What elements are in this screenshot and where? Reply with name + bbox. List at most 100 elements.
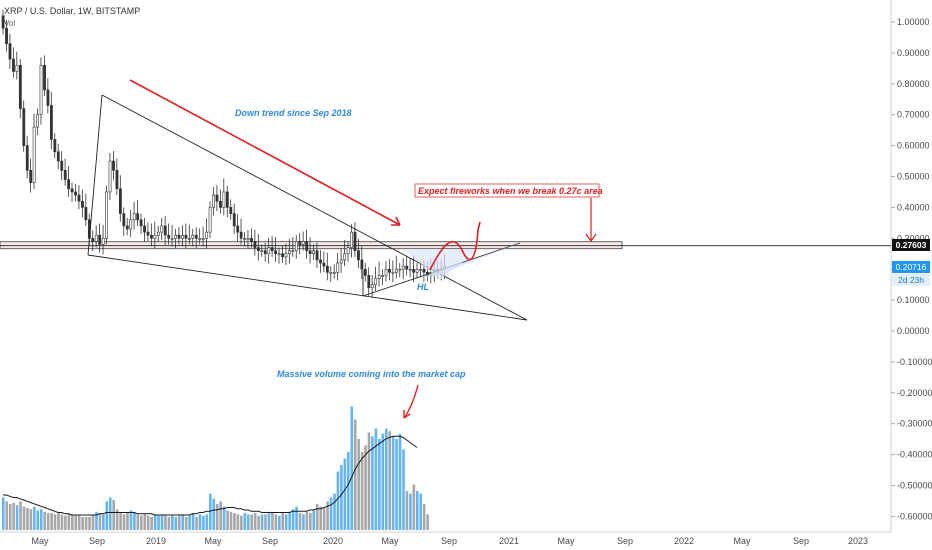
candle-body <box>160 225 164 233</box>
candle-body <box>25 145 29 171</box>
price-tick-label: 0.30000 <box>897 233 930 243</box>
candle-body <box>422 268 426 273</box>
volume-bar <box>8 504 12 530</box>
candle-body <box>43 64 46 91</box>
volume-bar <box>88 517 91 530</box>
volume-bar <box>205 514 209 530</box>
downtrend-label: Down trend since Sep 2018 <box>235 108 352 118</box>
candle-body <box>229 207 233 214</box>
price-tick-label: 0.40000 <box>897 202 930 212</box>
candle-body <box>167 234 171 239</box>
candle-body <box>353 231 357 251</box>
candle-body <box>215 194 219 202</box>
price-tick-label: -0.40000 <box>897 450 932 460</box>
volume-bar <box>357 439 360 530</box>
volume-bar <box>140 515 143 530</box>
candle-body <box>84 207 88 221</box>
candle-body <box>15 64 19 72</box>
candle-body <box>250 238 253 242</box>
candle-body <box>12 58 15 72</box>
candle-body <box>343 253 347 261</box>
volume-bar <box>260 514 264 530</box>
volume-bar <box>340 465 343 530</box>
volume-bar <box>253 513 257 530</box>
volume-bar <box>126 511 129 530</box>
volume-bar <box>5 501 9 530</box>
volume-bar <box>371 436 374 530</box>
candle-body <box>332 271 336 274</box>
candle-body <box>163 225 167 236</box>
candle-body <box>174 234 178 239</box>
candle-body <box>381 275 385 277</box>
volume-bar <box>229 511 233 530</box>
candle-body <box>405 265 409 270</box>
candle-body <box>122 213 126 227</box>
volume-bar <box>416 491 419 530</box>
candle-body <box>81 200 84 208</box>
volume-arrowhead <box>403 410 411 419</box>
candle-body <box>274 250 278 255</box>
breakout-projection-shade <box>404 250 478 280</box>
volume-bar <box>381 433 385 530</box>
candle-body <box>336 262 340 273</box>
volume-bar <box>409 493 412 530</box>
volume-bar <box>347 452 350 530</box>
candle-body <box>74 191 77 196</box>
resistance-price-text: 0.27603 <box>896 240 927 250</box>
volume-bar <box>278 515 281 530</box>
candle-body <box>367 275 371 289</box>
volume-bar <box>353 419 357 530</box>
price-tick-label: 0.70000 <box>897 110 930 120</box>
volume-bar <box>222 506 226 530</box>
time-tick-label: Sep <box>262 536 278 546</box>
candle-body <box>146 231 150 236</box>
volume-bar <box>246 514 250 530</box>
candle-body <box>91 238 95 242</box>
volume-bar <box>257 515 260 530</box>
price-tick-label: -0.30000 <box>897 419 932 429</box>
time-tick-label: May <box>557 536 575 546</box>
volume-bar <box>12 502 15 530</box>
volume-bar <box>74 515 78 530</box>
time-tick-label: May <box>204 536 222 546</box>
time-tick-label: Sep <box>793 536 809 546</box>
volume-bar <box>71 514 74 530</box>
candle-body <box>391 271 395 274</box>
volume-bar <box>195 517 198 530</box>
volume-bar <box>177 515 181 530</box>
volume-bar <box>271 513 274 530</box>
candle-body <box>312 250 316 255</box>
time-axis[interactable]: May Sep 2019 May Sep 2020 May Sep 2021 May Sep 2022… <box>31 536 868 546</box>
candle-body <box>339 259 343 264</box>
volume-bar <box>81 517 84 530</box>
volume-bar <box>171 515 174 530</box>
candle-body <box>139 219 143 227</box>
volume-bar <box>36 510 40 530</box>
volume-bar <box>402 449 405 530</box>
volume-bar <box>181 514 184 530</box>
volume-bar <box>26 507 29 530</box>
volume-bar <box>312 510 316 530</box>
candle-body <box>46 89 50 106</box>
volume-arrow-line <box>403 384 419 419</box>
candle-body <box>394 268 398 273</box>
volume-bar <box>19 501 22 530</box>
time-tick-label: 2023 <box>848 536 868 546</box>
candle-body <box>239 231 243 239</box>
candle-body <box>412 268 416 273</box>
volume-bar <box>405 491 409 530</box>
candle-body <box>63 170 67 180</box>
candle-body <box>205 231 209 239</box>
candle-body <box>132 213 136 221</box>
volume-bar <box>284 514 288 530</box>
volume-bar <box>153 514 157 530</box>
price-tick-label: 1.00000 <box>897 17 930 27</box>
candle-body <box>243 238 247 240</box>
volume-bar <box>53 514 57 530</box>
candle-body <box>191 234 195 239</box>
volume-bar <box>164 515 167 530</box>
volume-bar <box>143 514 147 530</box>
volume-bar <box>84 517 88 530</box>
candle-body <box>29 170 33 183</box>
candle-body <box>112 160 115 171</box>
